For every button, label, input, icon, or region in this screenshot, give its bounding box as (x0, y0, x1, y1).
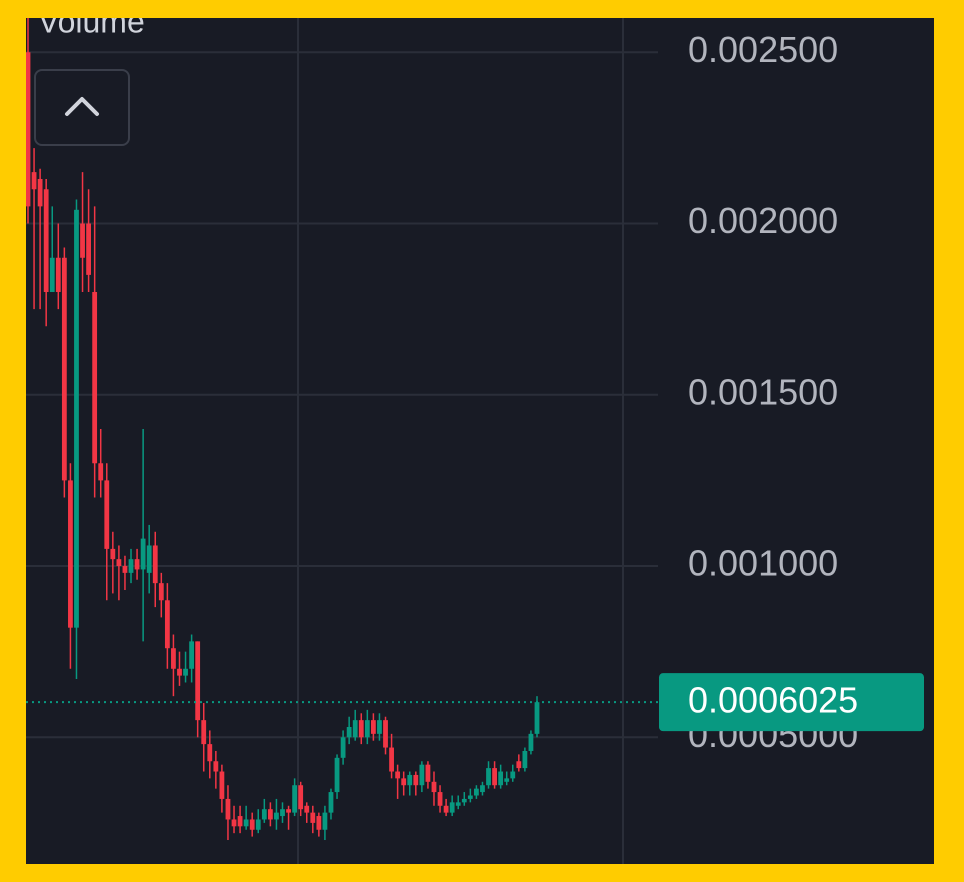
candle-body (407, 774, 413, 786)
candle-body (49, 257, 55, 293)
candle-body (298, 785, 304, 810)
chevron-icon (65, 97, 99, 116)
candle-body (401, 778, 407, 786)
candle-body (383, 720, 388, 748)
candle-body (255, 819, 261, 830)
candle-body (237, 816, 243, 827)
candle-body (31, 172, 37, 190)
last-price-box (659, 673, 924, 732)
y-tick-label: 0.001500 (688, 371, 838, 412)
candle-body (492, 768, 497, 786)
candle-body (122, 566, 128, 573)
candle-body (26, 52, 31, 207)
candle-body (43, 189, 49, 293)
last-price-label: 0.0006025 (688, 680, 858, 721)
candle-body (310, 812, 316, 823)
candle-body (522, 750, 528, 769)
candle-body (413, 774, 419, 786)
candle-body (225, 798, 231, 820)
candle-body (68, 480, 73, 628)
candle-body (395, 771, 401, 779)
candle-body (370, 720, 376, 734)
candle-body (346, 726, 352, 738)
collapse-button[interactable] (34, 69, 130, 146)
candle-body (140, 538, 146, 570)
candle-body (116, 559, 122, 567)
candle-body (104, 480, 110, 549)
y-tick-label: 0.001000 (688, 543, 838, 584)
candle-body (134, 559, 140, 570)
candle-body (177, 668, 182, 676)
candle-body (443, 805, 449, 813)
candle-body (243, 819, 249, 827)
candle-body (213, 761, 219, 772)
candle-body (516, 761, 522, 769)
candle-body (195, 641, 201, 721)
candle-body (425, 764, 431, 782)
candle-body (377, 720, 382, 734)
candle-body (74, 209, 79, 628)
candle-body (280, 809, 285, 817)
y-tick-label: 0.002000 (688, 200, 838, 241)
plot-area: Volume (26, 3, 658, 864)
candle-body (467, 795, 473, 799)
candle-body (37, 178, 43, 207)
y-tick-label: 0.002500 (688, 29, 838, 70)
candle-body (322, 812, 328, 830)
candle-body (55, 257, 61, 293)
candle-body (231, 819, 237, 827)
candle-body (219, 771, 225, 799)
candle-body (340, 737, 346, 758)
candle-body (261, 809, 267, 820)
candle-body (358, 720, 364, 738)
candle-body (504, 778, 510, 782)
candle-body (189, 641, 195, 669)
candle-body (431, 781, 437, 793)
candle-body (267, 809, 273, 820)
candle-body (461, 798, 467, 803)
candle-body (455, 802, 461, 806)
candle-body (183, 668, 188, 676)
candle-body (334, 757, 340, 793)
candle-body (510, 771, 516, 779)
candle-body (474, 788, 479, 796)
candle-body (201, 720, 207, 745)
candle-body (286, 809, 291, 813)
candle-body (128, 559, 134, 573)
candle-body (437, 792, 443, 806)
candle-body (249, 819, 255, 830)
candle-body (328, 792, 334, 813)
indicator-label: Volume (38, 3, 145, 39)
candle-body (534, 702, 540, 734)
candle-body (292, 785, 298, 813)
candle-body (449, 802, 455, 813)
candle-body (528, 733, 534, 751)
candle-body (274, 812, 279, 820)
candle-body (498, 771, 504, 786)
candle-body (352, 720, 358, 738)
candle-body (146, 545, 152, 573)
candle-body (164, 600, 170, 649)
candle-body (364, 720, 370, 738)
candle-body (86, 223, 91, 275)
candle-body (207, 744, 213, 762)
candle-body (171, 648, 176, 669)
candle-body (316, 816, 322, 830)
candle-body (304, 805, 310, 813)
candle-body (110, 548, 116, 560)
candle-body (92, 292, 98, 464)
candle-body (419, 764, 425, 786)
candle-body (80, 223, 85, 258)
candle-body (389, 747, 394, 772)
candle-body (98, 463, 104, 481)
candle-body (61, 257, 67, 481)
candle-body (480, 785, 485, 793)
candle-body (486, 768, 491, 786)
candle-body (158, 583, 164, 601)
candle-body (152, 545, 158, 584)
